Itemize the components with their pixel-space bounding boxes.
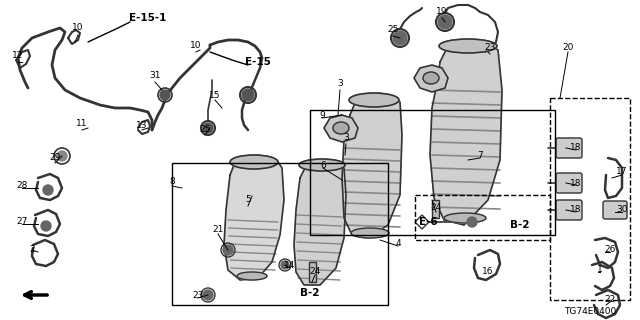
Text: 28: 28 bbox=[16, 180, 28, 189]
Bar bbox=[172, 163, 388, 305]
Ellipse shape bbox=[237, 272, 267, 280]
Text: 6: 6 bbox=[320, 161, 326, 170]
Polygon shape bbox=[342, 93, 402, 238]
Text: 19: 19 bbox=[436, 7, 448, 17]
Text: 11: 11 bbox=[76, 118, 88, 127]
Circle shape bbox=[467, 217, 477, 227]
Text: 4: 4 bbox=[395, 238, 401, 247]
Text: 29: 29 bbox=[49, 154, 61, 163]
Ellipse shape bbox=[299, 159, 345, 171]
Text: 21: 21 bbox=[212, 226, 224, 235]
Text: 25: 25 bbox=[387, 26, 399, 35]
Text: 18: 18 bbox=[570, 205, 582, 214]
Ellipse shape bbox=[351, 228, 389, 238]
Text: E-6: E-6 bbox=[419, 217, 437, 227]
Polygon shape bbox=[430, 40, 502, 225]
Text: 3: 3 bbox=[337, 78, 343, 87]
Text: B-2: B-2 bbox=[510, 220, 530, 230]
Polygon shape bbox=[224, 155, 284, 280]
Text: 26: 26 bbox=[604, 245, 616, 254]
FancyBboxPatch shape bbox=[556, 173, 582, 193]
Text: 24: 24 bbox=[430, 204, 442, 212]
Circle shape bbox=[41, 221, 51, 231]
Polygon shape bbox=[294, 160, 346, 285]
Circle shape bbox=[281, 261, 289, 269]
Polygon shape bbox=[415, 215, 429, 229]
Text: 7: 7 bbox=[477, 150, 483, 159]
Circle shape bbox=[57, 151, 67, 161]
Text: 22: 22 bbox=[604, 295, 616, 305]
Text: 12: 12 bbox=[12, 51, 24, 60]
Text: 20: 20 bbox=[563, 44, 573, 52]
Ellipse shape bbox=[444, 213, 486, 223]
Circle shape bbox=[393, 31, 407, 45]
Text: 9: 9 bbox=[319, 110, 325, 119]
Text: B-2: B-2 bbox=[300, 288, 320, 298]
Text: 13: 13 bbox=[136, 121, 148, 130]
Circle shape bbox=[203, 123, 213, 133]
Polygon shape bbox=[324, 115, 358, 142]
Text: 18: 18 bbox=[570, 179, 582, 188]
Text: 27: 27 bbox=[16, 218, 28, 227]
Text: TG74E0400: TG74E0400 bbox=[564, 308, 616, 316]
FancyBboxPatch shape bbox=[603, 201, 627, 219]
Circle shape bbox=[43, 185, 53, 195]
Circle shape bbox=[203, 290, 213, 300]
Ellipse shape bbox=[230, 155, 278, 169]
FancyBboxPatch shape bbox=[556, 200, 582, 220]
Text: 15: 15 bbox=[209, 91, 221, 100]
Circle shape bbox=[242, 89, 254, 101]
Text: 5: 5 bbox=[245, 196, 251, 204]
Circle shape bbox=[160, 90, 170, 100]
Text: 31: 31 bbox=[149, 70, 161, 79]
Bar bbox=[415, 195, 550, 240]
Bar bbox=[310, 110, 555, 235]
Text: 23: 23 bbox=[192, 291, 204, 300]
Text: 16: 16 bbox=[483, 268, 493, 276]
Ellipse shape bbox=[333, 122, 349, 134]
Text: 25: 25 bbox=[199, 125, 211, 134]
Text: 2: 2 bbox=[29, 245, 35, 254]
FancyBboxPatch shape bbox=[556, 138, 582, 158]
Circle shape bbox=[438, 15, 452, 29]
Circle shape bbox=[223, 245, 233, 255]
FancyBboxPatch shape bbox=[432, 200, 439, 218]
Text: 14: 14 bbox=[284, 260, 296, 269]
Text: 30: 30 bbox=[616, 205, 628, 214]
Text: 17: 17 bbox=[616, 167, 628, 177]
Ellipse shape bbox=[349, 93, 399, 107]
Text: 23: 23 bbox=[484, 44, 496, 52]
Text: 3: 3 bbox=[343, 133, 349, 142]
FancyBboxPatch shape bbox=[309, 262, 316, 282]
Text: 10: 10 bbox=[72, 23, 84, 33]
Text: 8: 8 bbox=[169, 178, 175, 187]
Text: 1: 1 bbox=[597, 266, 603, 275]
Ellipse shape bbox=[439, 39, 497, 53]
Text: 18: 18 bbox=[570, 143, 582, 153]
Bar bbox=[550, 98, 630, 300]
Polygon shape bbox=[414, 65, 448, 92]
Text: 10: 10 bbox=[190, 41, 202, 50]
Ellipse shape bbox=[423, 72, 439, 84]
Text: E-15-1: E-15-1 bbox=[129, 13, 166, 23]
Text: E-15: E-15 bbox=[245, 57, 271, 67]
Text: 24: 24 bbox=[309, 268, 321, 276]
